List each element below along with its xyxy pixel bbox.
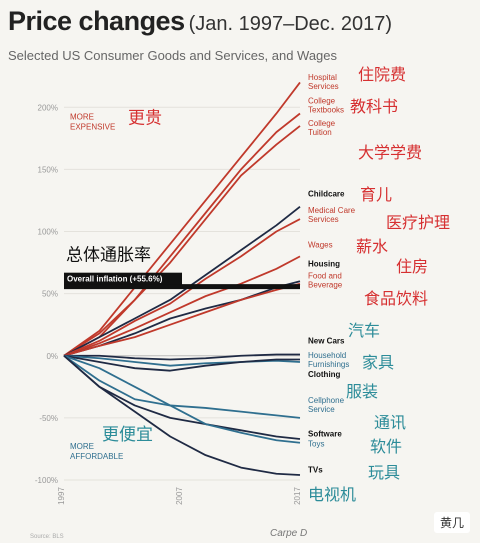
series-line — [63, 112, 301, 357]
inflation-cn-label: 总体通胀率 — [66, 246, 151, 265]
more-affordable-label: MORE — [70, 442, 94, 451]
series-label: TVs — [308, 466, 323, 475]
y-tick-label: -100% — [35, 476, 58, 485]
series-cn-label: 通讯 — [374, 414, 406, 432]
more-affordable-label-2: AFFORDABLE — [70, 452, 123, 461]
series-label: Household — [308, 351, 346, 360]
series-label: Textbooks — [308, 106, 344, 115]
series-line — [63, 354, 301, 444]
chart-title-block: Price changes (Jan. 1997–Dec. 2017) — [8, 6, 392, 37]
series-line — [63, 125, 301, 357]
series-label: Childcare — [308, 190, 345, 199]
series-label: Services — [308, 82, 339, 91]
series-cn-label: 家具 — [362, 354, 394, 372]
series-label: Furnishings — [308, 360, 349, 369]
series-label: Services — [308, 215, 339, 224]
more-expensive-cn: 更贵 — [128, 108, 162, 127]
series-line — [63, 355, 301, 476]
more-expensive-label: MORE — [70, 113, 94, 122]
series-label: Beverage — [308, 281, 343, 290]
y-tick-label: 100% — [38, 228, 58, 237]
watermark: 黄几 — [433, 512, 470, 533]
series-line — [63, 354, 300, 372]
series-label: Medical Care — [308, 206, 356, 215]
chart-title-range: (Jan. 1997–Dec. 2017) — [188, 13, 393, 35]
series-label: Cellphone — [308, 396, 345, 405]
series-label: Wages — [308, 241, 333, 250]
series-label: Toys — [308, 439, 324, 448]
credit-label: Carpe D — [270, 528, 307, 539]
series-label: Software — [308, 430, 342, 439]
series-line — [63, 355, 301, 419]
series-cn-label: 大学学费 — [358, 144, 422, 162]
series-label: Tuition — [308, 128, 332, 137]
series-label: Housing — [308, 259, 340, 268]
y-tick-label: 50% — [42, 290, 58, 299]
series-line — [63, 354, 301, 367]
y-tick-label: 0% — [46, 352, 58, 361]
series-label: New Cars — [308, 336, 345, 345]
series-cn-label: 教科书 — [350, 98, 398, 116]
series-cn-label: 服装 — [346, 383, 378, 401]
series-cn-label: 医疗护理 — [386, 214, 450, 232]
x-tick-label: 1997 — [57, 487, 66, 505]
series-cn-label: 玩具 — [368, 465, 400, 482]
series-line — [64, 353, 300, 361]
series-cn-label: 薪水 — [356, 238, 388, 256]
chart-subtitle: Selected US Consumer Goods and Services,… — [8, 48, 338, 63]
series-cn-label: 软件 — [370, 438, 402, 456]
inflation-label: Overall inflation (+55.6%) — [67, 275, 163, 284]
x-tick-label: 2017 — [293, 487, 302, 505]
series-cn-label: 育儿 — [360, 186, 392, 204]
y-tick-label: 200% — [38, 103, 58, 112]
more-expensive-label-2: EXPENSIVE — [70, 123, 115, 132]
more-affordable-cn: 更便宜 — [102, 425, 153, 444]
series-label: College — [308, 119, 336, 128]
series-cn-label: 住房 — [396, 258, 428, 276]
x-tick-label: 2007 — [175, 487, 184, 505]
series-label: Clothing — [308, 370, 341, 379]
inflation-label-bg — [64, 272, 182, 285]
series-label: Service — [308, 405, 335, 414]
series-line — [63, 255, 301, 357]
series-cn-label: 电视机 — [308, 486, 356, 504]
y-tick-label: -50% — [39, 414, 58, 423]
series-line — [63, 218, 301, 357]
series-cn-label: 汽车 — [348, 322, 380, 340]
source-label: Source: BLS — [30, 534, 64, 540]
series-cn-label: 食品饮料 — [364, 290, 428, 308]
series-label: Food and — [308, 272, 342, 281]
y-tick-label: 150% — [38, 165, 58, 174]
series-line — [63, 81, 301, 357]
series-label: Hospital — [308, 73, 337, 82]
chart-title: Price changes — [8, 6, 185, 36]
series-line — [63, 282, 301, 357]
series-label: College — [308, 97, 336, 106]
series-cn-label: 住院费 — [358, 66, 406, 84]
